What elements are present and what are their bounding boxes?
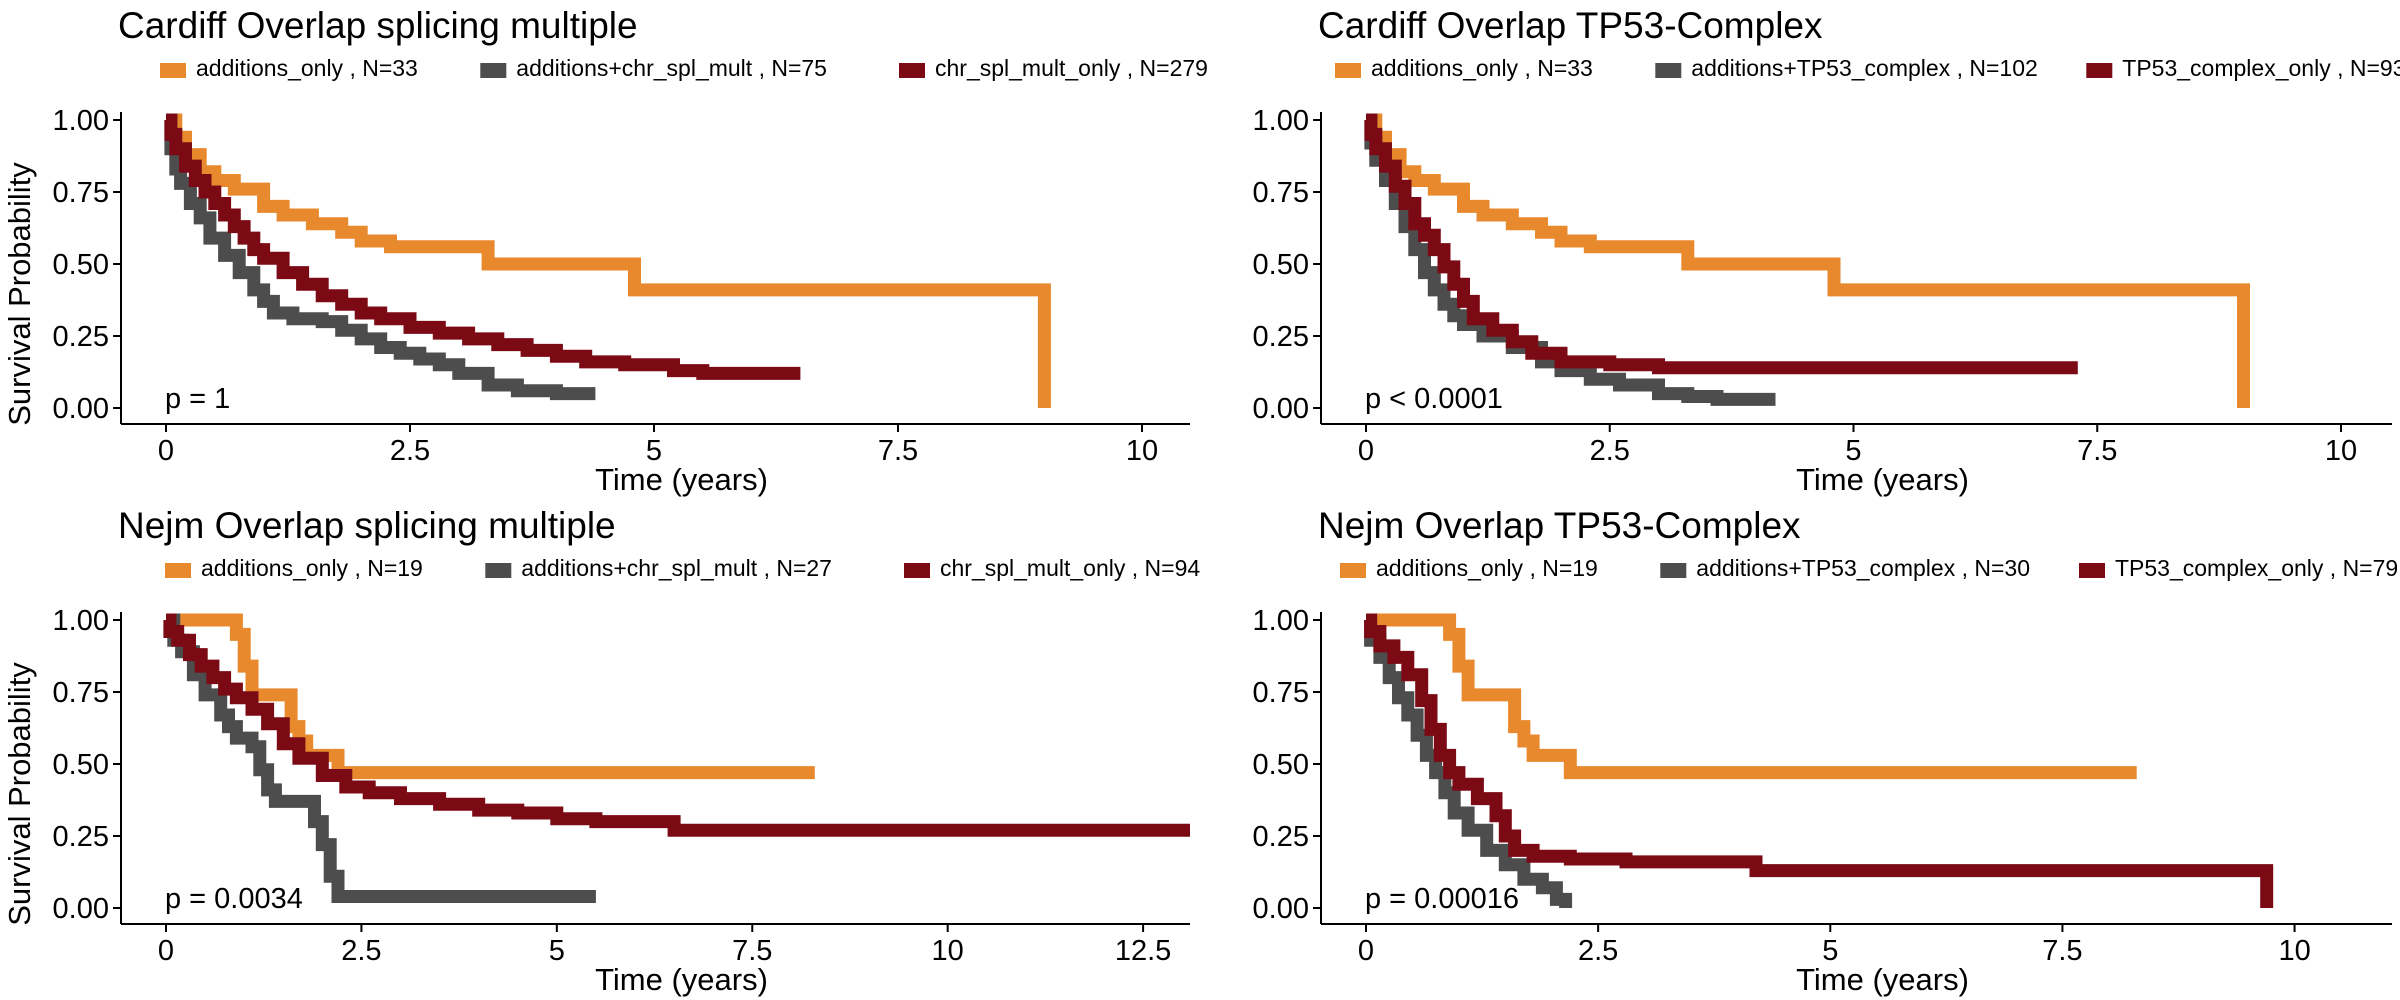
y-tick-label: 1.00 bbox=[53, 105, 109, 137]
legend-label: TP53_complex_only , N=79 bbox=[2115, 555, 2398, 581]
legend-key bbox=[485, 563, 512, 578]
y-tick-label: 1.00 bbox=[53, 605, 109, 637]
legend-label: additions+TP53_complex , N=102 bbox=[1691, 55, 2038, 81]
survival-curve-additions_only bbox=[166, 113, 1051, 408]
legend-label: TP53_complex_only , N=93 bbox=[2122, 55, 2400, 81]
chart-panel-4: Nejm Overlap TP53-Complex additions_only … bbox=[1253, 505, 2399, 997]
x-tick-label: 2.5 bbox=[1578, 935, 1618, 967]
p-value-label: p < 0.0001 bbox=[1365, 383, 1503, 415]
chart-title: Cardiff Overlap TP53-Complex bbox=[1318, 5, 1823, 46]
legend-key bbox=[1655, 63, 1682, 78]
y-tick-label: 1.00 bbox=[1253, 605, 1309, 637]
y-tick-label: 0.00 bbox=[1253, 393, 1309, 425]
y-tick-label: 0.75 bbox=[53, 677, 109, 709]
survival-curve-chr_spl_mult_only bbox=[163, 613, 1190, 837]
survival-curve-additions_only bbox=[1366, 613, 2137, 780]
x-axis-label: Time (years) bbox=[595, 962, 768, 997]
legend-key bbox=[899, 63, 925, 78]
x-axis-label: Time (years) bbox=[1796, 962, 1969, 997]
legend-key bbox=[1335, 63, 1361, 78]
y-tick-label: 0.25 bbox=[1253, 321, 1309, 353]
chart-panel-3: Nejm Overlap splicing multiple additions_… bbox=[53, 505, 1201, 997]
legend-key bbox=[2086, 63, 2113, 78]
x-tick-label: 2.5 bbox=[1590, 435, 1630, 467]
x-tick-label: 12.5 bbox=[1115, 935, 1171, 967]
x-tick-label: 10 bbox=[2278, 935, 2310, 967]
legend-label: additions+chr_spl_mult , N=75 bbox=[516, 55, 827, 81]
x-tick-label: 0 bbox=[1358, 435, 1374, 467]
y-tick-label: 0.50 bbox=[1253, 749, 1309, 781]
x-tick-label: 2.5 bbox=[341, 935, 381, 967]
x-tick-label: 5 bbox=[549, 935, 565, 967]
legend-key bbox=[1340, 563, 1366, 578]
legend-label: additions_only , N=33 bbox=[196, 55, 418, 81]
p-value-label: p = 0.00016 bbox=[1365, 883, 1519, 915]
legend-label: chr_spl_mult_only , N=279 bbox=[935, 55, 1208, 81]
legend-key bbox=[1660, 563, 1687, 578]
chart-title: Nejm Overlap TP53-Complex bbox=[1318, 505, 1801, 546]
survival-curve-TP53_complex_only bbox=[1364, 113, 2078, 375]
x-tick-label: 10 bbox=[932, 935, 964, 967]
legend-key bbox=[904, 563, 930, 578]
legend-label: additions_only , N=19 bbox=[201, 555, 423, 581]
legend-key bbox=[165, 563, 191, 578]
x-tick-label: 10 bbox=[2325, 435, 2357, 467]
legend-key bbox=[480, 63, 507, 78]
x-axis-label: Time (years) bbox=[1796, 462, 1969, 497]
x-tick-label: 2.5 bbox=[390, 435, 430, 467]
survival-curve-TP53_complex_only bbox=[1364, 613, 2274, 908]
legend-label: additions+TP53_complex , N=30 bbox=[1696, 555, 2030, 581]
y-tick-label: 0.50 bbox=[53, 749, 109, 781]
y-tick-label: 0.50 bbox=[53, 249, 109, 281]
x-tick-label: 7.5 bbox=[2077, 435, 2117, 467]
legend-label: additions_only , N=33 bbox=[1371, 55, 1593, 81]
x-tick-label: 5 bbox=[1822, 935, 1838, 967]
x-tick-label: 0 bbox=[158, 935, 174, 967]
x-tick-label: 7.5 bbox=[732, 935, 772, 967]
x-tick-label: 7.5 bbox=[2042, 935, 2082, 967]
chart-panel-2: Cardiff Overlap TP53-Complex additions_on… bbox=[1253, 5, 2400, 497]
y-axis-label-top: Survival Probability bbox=[2, 162, 37, 426]
chart-panel-1: Cardiff Overlap splicing multiple additio… bbox=[53, 5, 1208, 497]
survival-curve-additions_only bbox=[1366, 113, 2250, 408]
y-tick-label: 0.00 bbox=[53, 393, 109, 425]
y-tick-label: 0.75 bbox=[1253, 677, 1309, 709]
y-tick-label: 0.00 bbox=[53, 893, 109, 925]
x-axis-label: Time (years) bbox=[595, 462, 768, 497]
x-tick-label: 5 bbox=[646, 435, 662, 467]
legend-key bbox=[160, 63, 186, 78]
y-tick-label: 0.25 bbox=[53, 321, 109, 353]
p-value-label: p = 1 bbox=[165, 383, 230, 415]
survival-curve-additions+chr_spl_mult bbox=[166, 613, 596, 903]
y-tick-label: 0.50 bbox=[1253, 249, 1309, 281]
y-tick-label: 0.25 bbox=[53, 821, 109, 853]
y-tick-label: 0.75 bbox=[53, 177, 109, 209]
x-tick-label: 5 bbox=[1845, 435, 1861, 467]
y-tick-label: 0.00 bbox=[1253, 893, 1309, 925]
y-axis-label-bottom: Survival Probability bbox=[2, 662, 37, 926]
legend-label: additions+chr_spl_mult , N=27 bbox=[521, 555, 832, 581]
y-tick-label: 0.75 bbox=[1253, 177, 1309, 209]
y-tick-label: 1.00 bbox=[1253, 105, 1309, 137]
legend-key bbox=[2079, 563, 2105, 578]
survival-curve-chr_spl_mult_only bbox=[164, 113, 801, 380]
legend-label: additions_only , N=19 bbox=[1376, 555, 1598, 581]
x-tick-label: 10 bbox=[1126, 435, 1158, 467]
y-tick-label: 0.25 bbox=[1253, 821, 1309, 853]
x-tick-label: 0 bbox=[158, 435, 174, 467]
x-tick-label: 0 bbox=[1358, 935, 1374, 967]
legend-label: chr_spl_mult_only , N=94 bbox=[940, 555, 1200, 581]
chart-title: Cardiff Overlap splicing multiple bbox=[118, 5, 638, 46]
x-tick-label: 7.5 bbox=[878, 435, 918, 467]
survival-curve-additions+chr_spl_mult bbox=[164, 113, 596, 401]
p-value-label: p = 0.0034 bbox=[165, 883, 303, 915]
chart-title: Nejm Overlap splicing multiple bbox=[118, 505, 616, 546]
